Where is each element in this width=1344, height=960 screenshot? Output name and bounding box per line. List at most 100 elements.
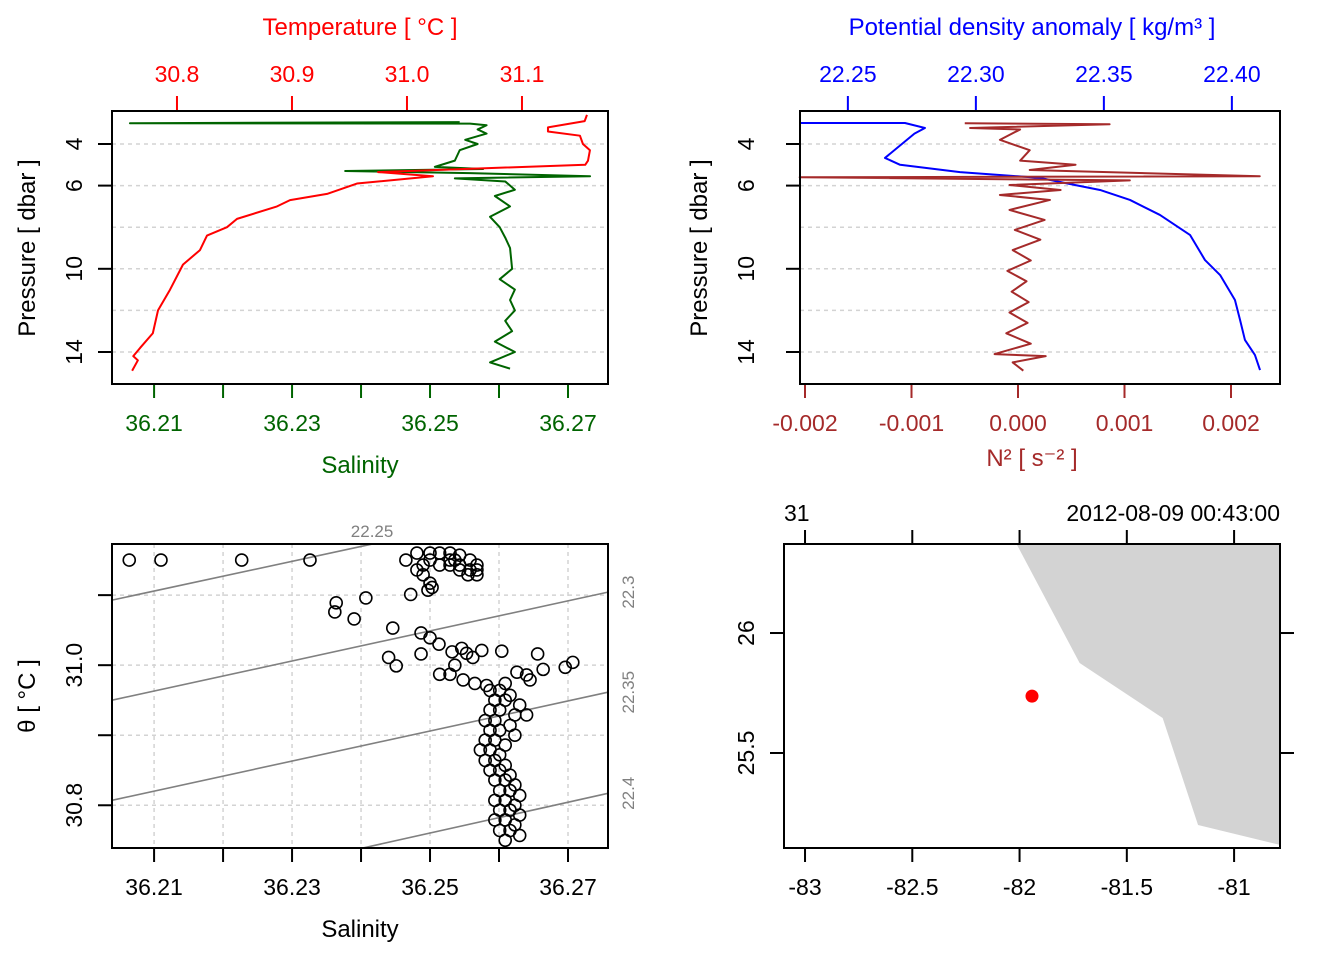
salinity-tick-label: 36.23 [263, 874, 321, 900]
theta-tick-label: 31.0 [61, 643, 87, 688]
ts-data-point [414, 647, 428, 661]
n2-tick-label: -0.002 [772, 410, 837, 436]
ts-data-point [423, 546, 437, 560]
map-top-left-label: 31 [784, 500, 810, 526]
ts-data-point [445, 645, 459, 659]
latitude-tick-label: 26 [733, 620, 759, 646]
isopycnal-line [111, 691, 609, 802]
ts-data-point [452, 558, 467, 572]
pressure-tick-label: 10 [733, 256, 759, 282]
ts-data-point [234, 553, 249, 567]
pressure-tick-label: 4 [733, 137, 759, 150]
ts-data-point [474, 643, 489, 658]
temperature-tick-label: 31.1 [500, 61, 545, 87]
salinity-tick-label: 36.21 [125, 410, 183, 436]
longitude-tick-label: -82.5 [886, 874, 938, 900]
n2-tick-label: 0.002 [1202, 410, 1260, 436]
ts-data-point [470, 568, 484, 582]
ts-data-point [494, 644, 509, 658]
panel-density-n2-profile: Potential density anomaly [ kg/m³ ] N² [… [686, 14, 1281, 472]
pressure-tick-label: 4 [61, 137, 87, 150]
ts-data-point [536, 662, 550, 677]
map-station-time-label: 2012-08-09 00:43:00 [1066, 500, 1280, 526]
density-tick-label: 22.30 [947, 61, 1005, 87]
n2-tick-label: 0.001 [1096, 410, 1154, 436]
isopycnal-label: 22.35 [619, 671, 638, 714]
n2-tick-label: -0.001 [879, 410, 944, 436]
ts-data-point [421, 583, 435, 598]
isopycnal-label: 22.4 [619, 777, 638, 810]
ts-data-point [154, 553, 168, 567]
ts-data-point [359, 591, 373, 605]
panel-ts-diagram: Salinity θ [ °C ] 22.25 22.3 22.35 22.4 36.2… [14, 522, 638, 943]
ts-salinity-axis-title: Salinity [321, 916, 398, 943]
panel-temperature-salinity-profile: Temperature [ °C ] Salinity Pressure [ d… [14, 14, 609, 479]
plot-frame [111, 543, 609, 849]
map-frame [783, 543, 1281, 849]
salinity-tick-label: 36.25 [401, 410, 459, 436]
salinity-profile-line [128, 121, 592, 370]
plot-frame [111, 110, 609, 385]
ts-data-point [510, 665, 524, 679]
ts-data-point [468, 676, 482, 691]
longitude-tick-label: -83 [788, 874, 821, 900]
isopycnal-label: 22.25 [351, 522, 394, 541]
longitude-tick-label: -81.5 [1101, 874, 1153, 900]
n2-axis-title: N² [ s⁻² ] [986, 445, 1077, 472]
ts-data-point [566, 655, 580, 670]
pressure-axis-title-2: Pressure [ dbar ] [686, 159, 713, 336]
ts-data-point [423, 631, 437, 645]
ts-data-point [425, 580, 439, 595]
ts-data-point [558, 660, 573, 675]
salinity-tick-label: 36.27 [539, 874, 597, 900]
ts-data-point [432, 667, 447, 682]
ts-data-point [328, 605, 342, 619]
theta-axis-title: θ [ °C ] [14, 659, 41, 733]
salinity-tick-label: 36.27 [539, 410, 597, 436]
ts-data-point [512, 828, 527, 843]
ts-data-point [329, 596, 344, 610]
isopycnal-line [111, 543, 373, 601]
longitude-tick-label: -82 [1003, 874, 1036, 900]
density-axis-title: Potential density anomaly [ kg/m³ ] [849, 14, 1216, 41]
pressure-tick-label: 6 [61, 179, 87, 192]
n2-profile-line [798, 122, 1261, 372]
density-tick-label: 22.25 [819, 61, 877, 87]
ts-data-point [465, 650, 480, 665]
temperature-axis-title: Temperature [ °C ] [263, 14, 458, 41]
salinity-tick-label: 36.23 [263, 410, 321, 436]
ts-data-point [461, 568, 475, 582]
pressure-tick-label: 6 [733, 179, 759, 192]
ts-data-point [448, 658, 462, 672]
pressure-tick-label: 14 [733, 339, 759, 365]
station-location-marker [1025, 689, 1039, 703]
ts-data-point [503, 688, 517, 703]
ts-data-point [454, 641, 469, 656]
ts-data-point [519, 708, 534, 722]
ts-data-point [498, 833, 513, 848]
density-tick-label: 22.35 [1075, 61, 1133, 87]
ts-data-point [403, 587, 418, 602]
temperature-tick-label: 31.0 [385, 61, 430, 87]
density-profile-line [800, 121, 1261, 371]
salinity-axis-title: Salinity [321, 452, 398, 479]
temperature-tick-label: 30.9 [270, 61, 315, 87]
theta-tick-label: 30.8 [61, 783, 87, 828]
ts-data-point [385, 621, 400, 635]
panel-station-map: 31 2012-08-09 00:43:00 -83 -82.5 -82 -81.5 -… [733, 500, 1294, 900]
n2-tick-label: 0.000 [989, 410, 1047, 436]
ts-data-point [389, 659, 404, 673]
ts-data-point [523, 673, 537, 687]
pressure-tick-label: 14 [61, 339, 87, 365]
pressure-axis-title: Pressure [ dbar ] [14, 159, 41, 336]
ts-data-point [470, 558, 484, 572]
ts-data-point [381, 650, 396, 665]
ts-data-point [530, 647, 545, 661]
ts-data-point [508, 728, 522, 743]
ts-data-point [303, 553, 317, 567]
ts-data-point [456, 673, 470, 687]
temperature-tick-label: 30.8 [155, 61, 200, 87]
isopycnal-label: 22.3 [619, 576, 638, 609]
coastline-land [1016, 544, 1280, 845]
pressure-tick-label: 10 [61, 256, 87, 282]
